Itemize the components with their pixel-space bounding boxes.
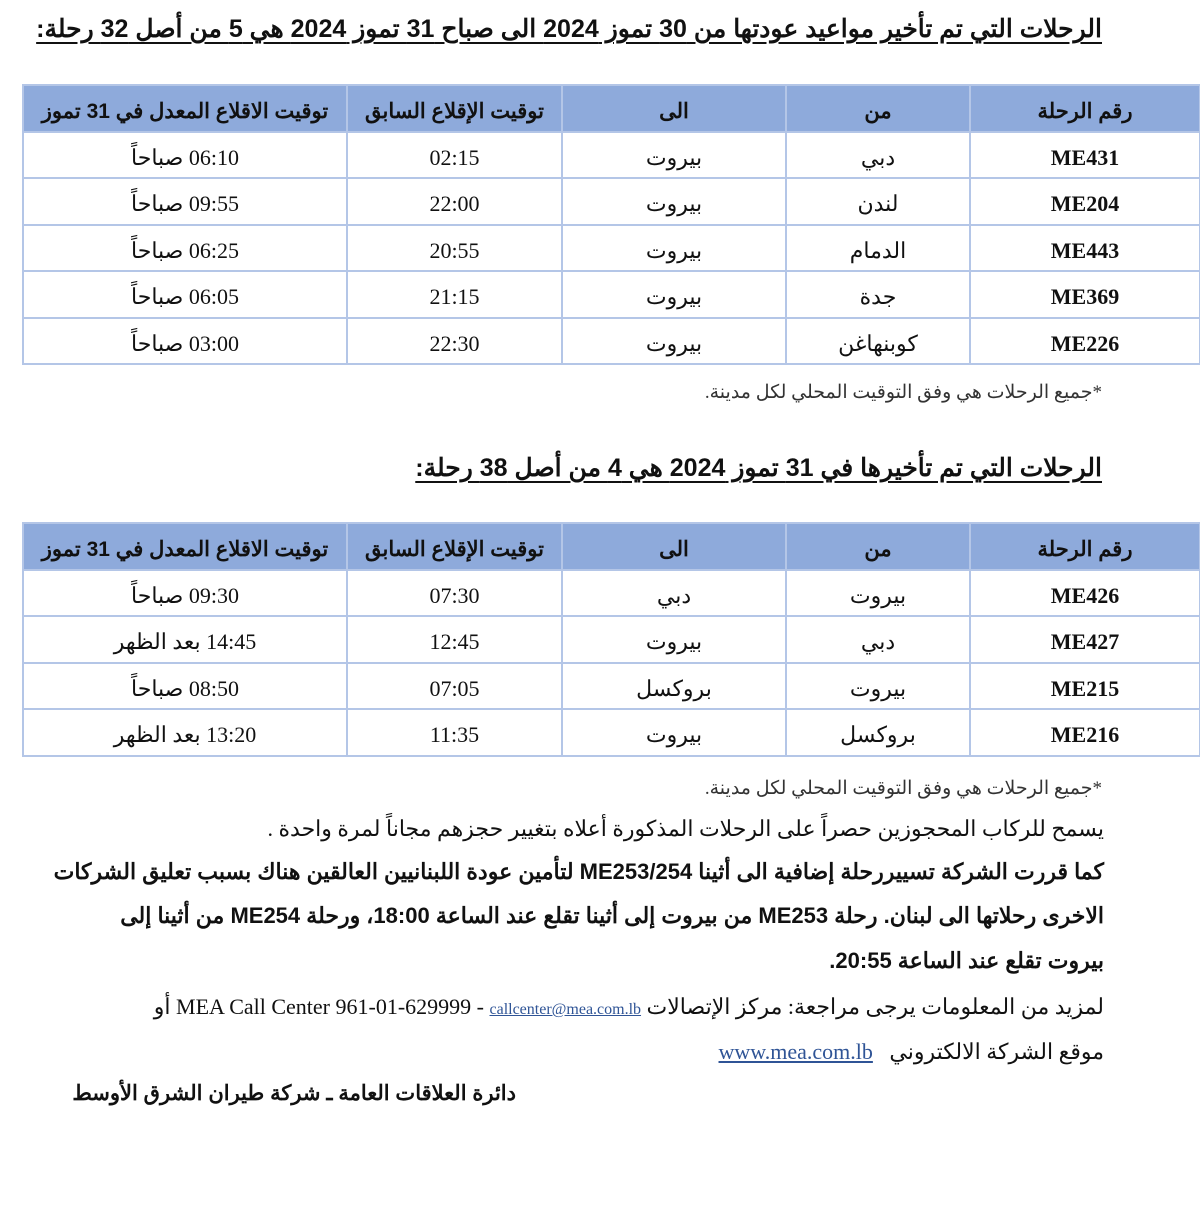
new-departure: 06:05 صباحاً <box>22 270 348 319</box>
new-departure: 06:25 صباحاً <box>22 223 348 272</box>
flight-number: ME369 <box>969 270 1200 319</box>
previous-departure: 02:15 <box>346 130 563 179</box>
previous-departure: 07:30 <box>346 568 563 617</box>
destination: بيروت <box>561 615 787 664</box>
column-header: الى <box>561 522 787 571</box>
new-departure: 08:50 صباحاً <box>22 661 348 710</box>
contact-text: لمزيد من المعلومات يرجى مراجعة: مركز الإ… <box>176 994 1104 1019</box>
signature: دائرة العلاقات العامة ـ شركة طيران الشرق… <box>72 1082 516 1105</box>
origin: لندن <box>785 177 971 226</box>
delayed-returns-table: رقم الرحلة من الى توقيت الإقلاع السابق توقيت… <box>22 84 1200 365</box>
destination: بيروت <box>561 708 787 757</box>
destination: بيروت <box>561 130 787 179</box>
new-departure: 09:55 صباحاً <box>22 177 348 226</box>
flight-number: ME431 <box>969 130 1200 179</box>
table-row: ME426 بيروت دبي 07:30 09:30 صباحاً <box>22 568 1200 617</box>
section1-title: الرحلات التي تم تأخير مواعيد عودتها من 3… <box>36 15 1102 43</box>
new-departure: 06:10 صباحاً <box>22 130 348 179</box>
flight-number: ME427 <box>969 615 1200 664</box>
website-label: موقع الشركة الالكتروني <box>889 1039 1104 1064</box>
destination: بيروت <box>561 270 787 319</box>
origin: بيروت <box>785 661 971 710</box>
flight-number: ME226 <box>969 316 1200 365</box>
origin: الدمام <box>785 223 971 272</box>
table-row: ME369 جدة بيروت 21:15 06:05 صباحاً <box>22 270 1200 319</box>
origin: دبي <box>785 130 971 179</box>
table-row: ME215 بيروت بروكسل 07:05 08:50 صباحاً <box>22 661 1200 710</box>
flight-number: ME426 <box>969 568 1200 617</box>
origin: بروكسل <box>785 708 971 757</box>
destination: بروكسل <box>561 661 787 710</box>
new-departure: 14:45 بعد الظهر <box>22 615 348 664</box>
column-header: توقيت الإقلاع السابق <box>346 84 563 133</box>
previous-departure: 11:35 <box>346 708 563 757</box>
athens-flight-line2: الاخرى رحلاتها الى لبنان. رحلة ME253 من … <box>120 903 1104 928</box>
previous-departure: 22:00 <box>346 177 563 226</box>
table-header-row: رقم الرحلة من الى توقيت الإقلاع السابق توقيت… <box>22 84 1200 133</box>
origin: جدة <box>785 270 971 319</box>
origin: بيروت <box>785 568 971 617</box>
section1-note: *جميع الرحلات هي وفق التوقيت المحلي لكل … <box>704 382 1102 403</box>
table-row: ME431 دبي بيروت 02:15 06:10 صباحاً <box>22 130 1200 179</box>
column-header: توقيت الاقلاع المعدل في 31 تموز <box>22 84 348 133</box>
origin: دبي <box>785 615 971 664</box>
table-row: ME443 الدمام بيروت 20:55 06:25 صباحاً <box>22 223 1200 272</box>
rebooking-notice: يسمح للركاب المحجوزين حصراً على الرحلات … <box>267 816 1105 841</box>
flight-number: ME216 <box>969 708 1200 757</box>
destination: دبي <box>561 568 787 617</box>
website-link[interactable]: www.mea.com.lb <box>718 1039 873 1064</box>
or-text: أو <box>153 994 177 1019</box>
contact-line: لمزيد من المعلومات يرجى مراجعة: مركز الإ… <box>154 994 1104 1020</box>
previous-departure: 07:05 <box>346 661 563 710</box>
column-header: توقيت الاقلاع المعدل في 31 تموز <box>22 522 348 571</box>
column-header: من <box>785 84 971 133</box>
column-header: رقم الرحلة <box>969 84 1200 133</box>
table-row: ME427 دبي بيروت 12:45 14:45 بعد الظهر <box>22 615 1200 664</box>
column-header: رقم الرحلة <box>969 522 1200 571</box>
table-header-row: رقم الرحلة من الى توقيت الإقلاع السابق توقيت… <box>22 522 1200 571</box>
destination: بيروت <box>561 223 787 272</box>
section2-note: *جميع الرحلات هي وفق التوقيت المحلي لكل … <box>704 778 1102 799</box>
new-departure: 09:30 صباحاً <box>22 568 348 617</box>
table-row: ME226 كوبنهاغن بيروت 22:30 03:00 صباحاً <box>22 316 1200 365</box>
athens-flight-line1: كما قررت الشركة تسييررحلة إضافية الى أثي… <box>53 859 1104 884</box>
previous-departure: 20:55 <box>346 223 563 272</box>
destination: بيروت <box>561 177 787 226</box>
email-link[interactable]: callcenter@mea.com.lb <box>489 1001 642 1018</box>
origin: كوبنهاغن <box>785 316 971 365</box>
new-departure: 13:20 بعد الظهر <box>22 708 348 757</box>
column-header: الى <box>561 84 787 133</box>
table-row: ME216 بروكسل بيروت 11:35 13:20 بعد الظهر <box>22 708 1200 757</box>
flight-number: ME443 <box>969 223 1200 272</box>
new-departure: 03:00 صباحاً <box>22 316 348 365</box>
destination: بيروت <box>561 316 787 365</box>
section2-title: الرحلات التي تم تأخيرها في 31 تموز 2024 … <box>415 454 1102 482</box>
website-line: موقع الشركة الالكتروني www.mea.com.lb <box>719 1039 1104 1065</box>
column-header: توقيت الإقلاع السابق <box>346 522 563 571</box>
delayed-flights-table: رقم الرحلة من الى توقيت الإقلاع السابق توقيت… <box>22 522 1200 757</box>
flight-number: ME215 <box>969 661 1200 710</box>
athens-flight-line3: بيروت تقلع عند الساعة 20:55. <box>829 948 1104 973</box>
previous-departure: 21:15 <box>346 270 563 319</box>
previous-departure: 12:45 <box>346 615 563 664</box>
table-row: ME204 لندن بيروت 22:00 09:55 صباحاً <box>22 177 1200 226</box>
previous-departure: 22:30 <box>346 316 563 365</box>
column-header: من <box>785 522 971 571</box>
flight-number: ME204 <box>969 177 1200 226</box>
